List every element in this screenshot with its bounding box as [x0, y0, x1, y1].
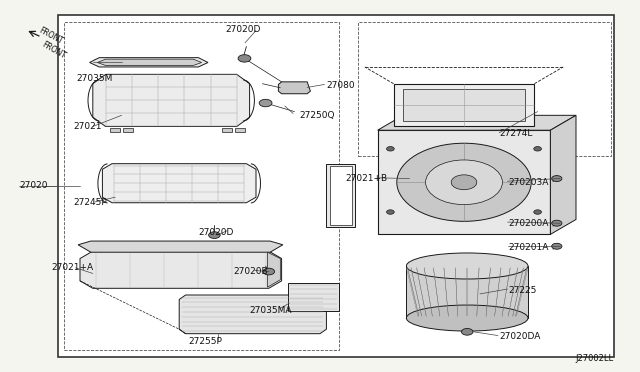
Text: 27225: 27225	[509, 286, 537, 295]
Text: 27020DA: 27020DA	[499, 332, 541, 341]
Circle shape	[552, 243, 562, 249]
Polygon shape	[97, 59, 202, 65]
Polygon shape	[378, 115, 576, 130]
Circle shape	[552, 220, 562, 226]
Text: 27020D: 27020D	[198, 228, 234, 237]
Polygon shape	[123, 128, 133, 132]
Text: 27250Q: 27250Q	[300, 111, 335, 120]
Polygon shape	[179, 295, 326, 334]
Polygon shape	[102, 164, 256, 203]
Polygon shape	[403, 89, 525, 121]
Polygon shape	[288, 283, 339, 311]
Circle shape	[209, 232, 220, 238]
Ellipse shape	[406, 305, 528, 331]
Polygon shape	[90, 58, 208, 67]
Circle shape	[387, 210, 394, 214]
Text: 27020B: 27020B	[234, 267, 268, 276]
Text: 27255P: 27255P	[189, 337, 223, 346]
Polygon shape	[278, 82, 310, 94]
Text: FRONT: FRONT	[37, 26, 64, 46]
Text: 270203A: 270203A	[509, 178, 549, 187]
Text: FRONT: FRONT	[40, 40, 67, 61]
Text: 27021+B: 27021+B	[346, 174, 388, 183]
Text: 270201A: 270201A	[509, 243, 549, 252]
Polygon shape	[406, 266, 528, 318]
Text: 27035M: 27035M	[77, 74, 113, 83]
Circle shape	[238, 55, 251, 62]
Polygon shape	[378, 130, 550, 234]
Circle shape	[259, 99, 272, 107]
Polygon shape	[326, 164, 355, 227]
Polygon shape	[268, 252, 280, 287]
Text: 27020D: 27020D	[225, 25, 261, 34]
Polygon shape	[58, 15, 614, 357]
Polygon shape	[80, 251, 282, 288]
Polygon shape	[222, 128, 232, 132]
Text: 27021: 27021	[74, 122, 102, 131]
Text: J27002LL: J27002LL	[575, 354, 613, 363]
Circle shape	[552, 176, 562, 182]
Circle shape	[534, 147, 541, 151]
Polygon shape	[394, 84, 534, 126]
Polygon shape	[110, 128, 120, 132]
Circle shape	[387, 147, 394, 151]
Text: 27080: 27080	[326, 81, 355, 90]
Circle shape	[451, 175, 477, 190]
Circle shape	[461, 328, 473, 335]
Text: 27020: 27020	[19, 182, 48, 190]
Circle shape	[426, 160, 502, 205]
Polygon shape	[330, 166, 352, 225]
Text: 27274L: 27274L	[499, 129, 532, 138]
Text: 270200A: 270200A	[509, 219, 549, 228]
Polygon shape	[550, 115, 576, 234]
Circle shape	[397, 143, 531, 221]
Polygon shape	[235, 128, 245, 132]
Circle shape	[263, 268, 275, 275]
Circle shape	[534, 210, 541, 214]
Text: 27021+A: 27021+A	[51, 263, 93, 272]
Ellipse shape	[406, 253, 528, 279]
Polygon shape	[93, 74, 250, 126]
Polygon shape	[78, 241, 283, 252]
Text: 27245P: 27245P	[74, 198, 108, 207]
Text: 27035MA: 27035MA	[250, 306, 292, 315]
